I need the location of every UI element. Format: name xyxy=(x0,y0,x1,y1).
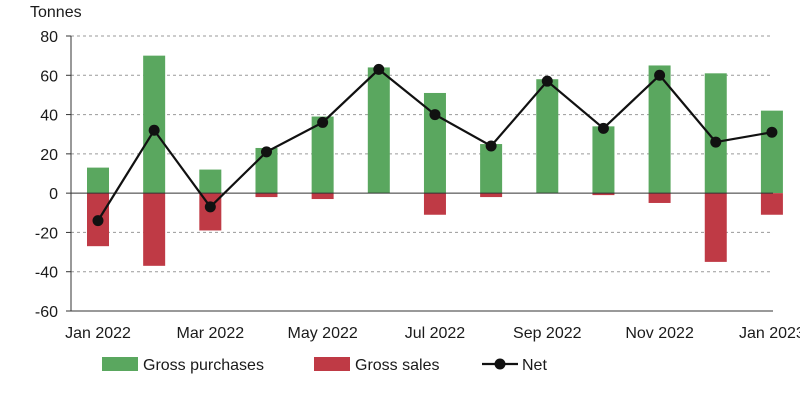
y-tick-label: -40 xyxy=(35,265,58,282)
bar-gross-sales xyxy=(311,193,334,200)
bars-layer xyxy=(87,55,783,266)
net-point xyxy=(766,126,778,138)
bar-gross-sales xyxy=(423,193,446,215)
x-tick-labels: Jan 2022 Mar 2022 May 2022 Jul 2022 Sep 2022… xyxy=(65,325,800,342)
y-tick-labels: 80 60 40 20 0 -20 -40 -60 xyxy=(35,29,58,321)
net-point xyxy=(148,124,160,136)
net-point xyxy=(92,215,104,227)
x-tick-label: Jan 2023 xyxy=(739,325,800,342)
y-tick-label: 60 xyxy=(40,68,58,85)
y-tick-label: 40 xyxy=(40,108,58,125)
x-tick-label: Nov 2022 xyxy=(625,325,694,342)
bar-gross-sales xyxy=(760,193,783,215)
y-tick-label: -60 xyxy=(35,304,58,321)
legend-label-net: Net xyxy=(522,357,547,374)
y-tick-label: -20 xyxy=(35,225,58,242)
bar-gross-purchases xyxy=(143,55,166,194)
axes xyxy=(66,35,773,312)
bar-gross-sales xyxy=(592,193,615,196)
bar-gross-sales xyxy=(648,193,671,203)
bar-gross-purchases xyxy=(255,147,278,194)
legend: Gross purchases Gross sales Net xyxy=(102,357,547,374)
y-tick-label: 20 xyxy=(40,147,58,164)
net-point xyxy=(597,122,609,134)
x-tick-label: Jul 2022 xyxy=(405,325,466,342)
bar-gross-sales xyxy=(480,193,503,198)
net-point xyxy=(710,136,722,148)
x-tick-label: Mar 2022 xyxy=(177,325,245,342)
y-tick-label: 80 xyxy=(40,29,58,46)
bar-gross-sales xyxy=(143,193,166,266)
bar-gross-sales xyxy=(255,193,278,198)
bar-gross-purchases xyxy=(367,67,390,194)
bar-gross-purchases xyxy=(648,65,671,194)
legend-swatch-gross-purchases xyxy=(102,357,138,371)
net-point xyxy=(429,109,441,121)
legend-label-gross-sales: Gross sales xyxy=(355,357,439,374)
net-line-layer xyxy=(92,63,778,227)
bar-gross-purchases xyxy=(536,79,559,194)
y-tick-label: 0 xyxy=(49,186,58,203)
bar-gross-sales xyxy=(704,193,727,262)
net-point xyxy=(317,116,329,128)
bar-gross-purchases xyxy=(199,169,222,194)
net-point xyxy=(260,146,272,158)
bar-gross-purchases xyxy=(760,110,783,194)
legend-swatch-gross-sales xyxy=(314,357,350,371)
bar-gross-purchases xyxy=(704,73,727,194)
legend-label-gross-purchases: Gross purchases xyxy=(143,357,264,374)
x-tick-label: Jan 2022 xyxy=(65,325,131,342)
x-tick-label: Sep 2022 xyxy=(513,325,582,342)
x-tick-label: May 2022 xyxy=(288,325,358,342)
bar-gross-purchases xyxy=(311,116,334,194)
bar-gross-purchases xyxy=(87,167,109,194)
net-point xyxy=(654,69,666,81)
bar-gross-purchases xyxy=(480,144,503,194)
net-point xyxy=(373,63,385,75)
y-axis-unit-label: Tonnes xyxy=(30,4,82,21)
net-point xyxy=(541,75,553,87)
net-point xyxy=(204,201,216,213)
net-point xyxy=(485,140,497,152)
bar-gross-purchases xyxy=(592,126,615,194)
legend-swatch-net-marker xyxy=(494,358,506,370)
